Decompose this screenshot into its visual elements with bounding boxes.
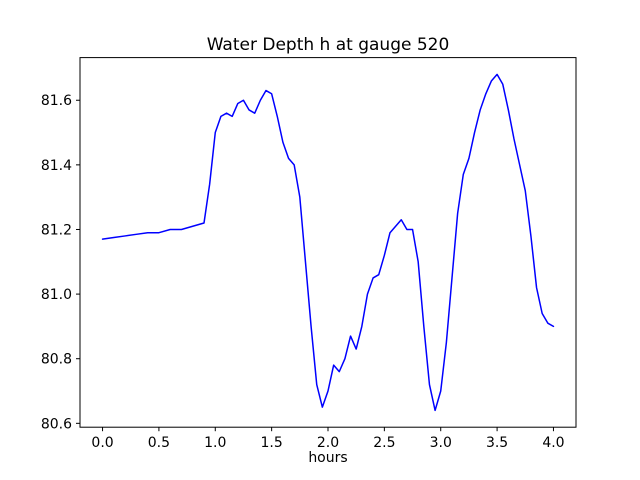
y-tick-label: 81.6 [41, 93, 72, 109]
x-tick-label: 4.0 [542, 435, 564, 451]
chart-title: Water Depth h at gauge 520 [207, 35, 450, 55]
y-tick-label: 80.8 [41, 352, 72, 368]
x-tick-label: 2.0 [317, 435, 339, 451]
y-tick-label: 81.4 [41, 158, 72, 174]
x-tick-label: 1.5 [261, 435, 283, 451]
x-tick-label: 3.5 [486, 435, 508, 451]
x-axis-label: hours [308, 450, 347, 466]
y-tick-label: 81.0 [41, 287, 72, 303]
plot-frame [79, 57, 577, 428]
data-series-group [101, 73, 555, 412]
y-axis-ticks: 80.6 80.8 81.0 81.2 81.4 81.6 [41, 93, 80, 432]
x-tick-label: 3.0 [430, 435, 452, 451]
x-axis-ticks: 0.0 0.5 1.0 1.5 2.0 2.5 3.0 3.5 4.0 [91, 427, 565, 451]
series-line-water-depth-h [101, 73, 555, 412]
y-tick-label: 81.2 [41, 222, 72, 238]
x-tick-label: 1.0 [204, 435, 226, 451]
x-tick-label: 0.0 [91, 435, 113, 451]
y-tick-label: 80.6 [41, 416, 72, 432]
x-tick-label: 0.5 [148, 435, 170, 451]
x-tick-label: 2.5 [373, 435, 395, 451]
